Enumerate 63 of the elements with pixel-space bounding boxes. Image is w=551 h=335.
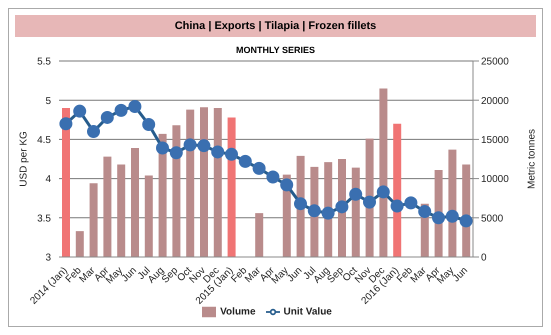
point [211, 145, 224, 158]
legend-label: Unit Value [284, 306, 332, 318]
point [128, 100, 142, 113]
bar [214, 108, 222, 257]
point [308, 204, 321, 218]
point [59, 117, 72, 130]
y2-tick-label: 10000 [481, 174, 510, 186]
bar [62, 108, 70, 257]
y2-tick-label: 15000 [481, 134, 510, 146]
point [197, 139, 210, 152]
y2-tick-label: 25000 [481, 56, 510, 68]
chart-title: China | Exports | Tilapia | Frozen fillets [15, 15, 536, 37]
bar [76, 231, 84, 257]
bar [90, 183, 98, 257]
point [404, 196, 418, 210]
point [156, 142, 169, 155]
point [446, 210, 459, 223]
point [280, 178, 294, 192]
y-tick-label: 4 [45, 174, 52, 186]
point [363, 196, 376, 209]
chart-subtitle: MONTHLY SERIES [234, 45, 316, 57]
point [418, 205, 432, 218]
point [252, 162, 266, 175]
y-tick-label: 3.5 [37, 213, 52, 224]
point [322, 206, 335, 220]
point [432, 211, 445, 224]
y-tick-label: 3 [45, 252, 52, 264]
point [73, 104, 86, 118]
bar [172, 125, 180, 257]
bar [131, 148, 139, 257]
bar [228, 117, 236, 257]
bar [393, 124, 402, 257]
y2-tick-label: 0 [481, 252, 487, 264]
point [390, 200, 404, 213]
point [170, 146, 183, 160]
y-tick-label: 5.5 [37, 56, 52, 68]
y2-tick-label: 20000 [481, 96, 510, 107]
bar [200, 107, 208, 257]
point [225, 148, 238, 161]
point [349, 188, 362, 201]
y2-tick-label: 5000 [481, 213, 504, 224]
point [238, 154, 252, 168]
bar [144, 175, 153, 257]
point [87, 125, 100, 138]
y2-axis-title: Metric tonnes [526, 128, 538, 190]
y-axis-title: USD per KG [18, 130, 30, 187]
bar [379, 88, 388, 257]
point [335, 200, 348, 214]
legend-label: Volume [220, 306, 256, 318]
point [184, 138, 197, 152]
point [266, 170, 280, 184]
bar [186, 110, 194, 257]
point [460, 214, 473, 228]
bar [103, 156, 112, 257]
bar [255, 213, 264, 257]
y-tick-label: 4.5 [37, 134, 52, 146]
point [142, 118, 156, 132]
point [114, 104, 128, 117]
point [100, 110, 114, 124]
bar [117, 164, 126, 257]
point [376, 185, 390, 198]
point [294, 197, 307, 210]
y-tick-label: 5 [45, 96, 52, 107]
